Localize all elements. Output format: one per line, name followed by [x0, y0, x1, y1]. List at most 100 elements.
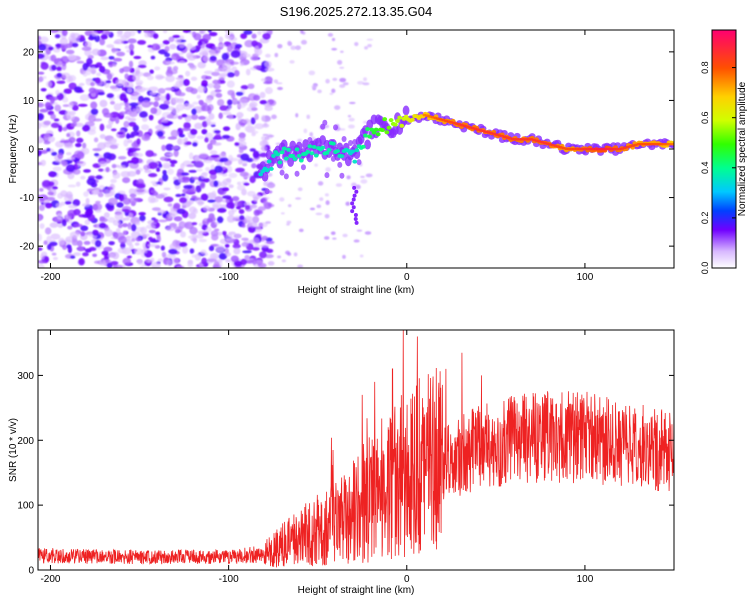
- noise-speckle: [274, 52, 279, 58]
- ridge-core: [339, 154, 345, 159]
- noise-speckle: [339, 77, 347, 83]
- noise-speckle: [211, 190, 217, 198]
- noise-speckle: [238, 148, 244, 154]
- noise-speckle: [240, 85, 249, 90]
- noise-speckle: [40, 251, 48, 257]
- noise-speckle: [277, 43, 283, 49]
- noise-speckle: [363, 77, 368, 82]
- noise-speckle: [43, 140, 51, 145]
- noise-speckle: [176, 208, 186, 215]
- noise-speckle: [99, 65, 106, 73]
- noise-speckle: [254, 259, 264, 265]
- noise-speckle: [38, 114, 43, 119]
- noise-speckle: [161, 144, 167, 152]
- noise-speckle: [173, 53, 180, 57]
- noise-speckle: [161, 116, 166, 121]
- noise-speckle: [108, 197, 118, 206]
- ridge-core: [360, 144, 366, 149]
- x-tick-label: -200: [40, 574, 60, 585]
- noise-speckle: [213, 134, 222, 140]
- noise-speckle: [206, 258, 217, 263]
- noise-speckle: [56, 72, 63, 78]
- y-tick-label: -10: [20, 193, 35, 204]
- noise-speckle: [94, 153, 100, 157]
- noise-speckle: [150, 55, 156, 60]
- noise-speckle: [73, 252, 81, 257]
- noise-speckle: [219, 157, 229, 163]
- noise-speckle: [168, 36, 175, 43]
- noise-speckle: [316, 204, 322, 209]
- noise-speckle: [39, 188, 44, 192]
- noise-speckle: [76, 161, 84, 164]
- noise-speckle: [187, 235, 197, 239]
- noise-speckle: [117, 165, 126, 169]
- noise-speckle: [183, 79, 190, 87]
- colorbar-tick-label: 0.6: [700, 111, 710, 124]
- noise-speckle: [189, 226, 198, 235]
- y-tick-label: 20: [23, 47, 35, 58]
- noise-speckle: [117, 247, 127, 254]
- noise-speckle: [181, 193, 186, 197]
- noise-speckle: [251, 247, 260, 251]
- noise-speckle: [95, 175, 103, 180]
- noise-speckle: [38, 204, 45, 211]
- noise-speckle: [235, 91, 244, 96]
- noise-speckle: [113, 57, 123, 62]
- noise-speckle: [197, 41, 203, 46]
- spectrogram-ridge-layer: [257, 105, 674, 225]
- noise-speckle: [161, 173, 169, 182]
- noise-speckle: [340, 50, 344, 53]
- noise-speckle: [167, 203, 173, 207]
- noise-speckle: [339, 128, 346, 131]
- noise-speckle: [209, 150, 218, 155]
- noise-speckle: [61, 160, 68, 167]
- noise-speckle: [126, 255, 132, 259]
- ridge-core: [350, 149, 356, 154]
- noise-speckle: [192, 142, 198, 147]
- noise-speckle: [128, 60, 134, 68]
- noise-speckle: [163, 187, 171, 191]
- noise-speckle: [347, 124, 355, 129]
- noise-speckle: [119, 68, 125, 74]
- noise-speckle: [175, 193, 182, 198]
- noise-speckle: [110, 178, 117, 184]
- noise-speckle: [97, 142, 106, 150]
- y-tick-label: -20: [20, 242, 35, 253]
- noise-speckle: [186, 164, 196, 168]
- noise-speckle: [166, 114, 174, 119]
- noise-speckle: [189, 128, 198, 136]
- noise-speckle: [264, 115, 270, 120]
- noise-speckle: [342, 233, 348, 238]
- noise-speckle: [161, 251, 167, 258]
- noise-speckle: [241, 237, 249, 241]
- noise-speckle: [165, 152, 174, 157]
- noise-speckle: [135, 66, 141, 74]
- noise-speckle: [68, 74, 77, 82]
- noise-speckle: [324, 236, 330, 240]
- ridge-core: [281, 146, 287, 151]
- noise-speckle: [112, 231, 117, 237]
- noise-speckle: [225, 177, 232, 183]
- x-tick-label: 100: [577, 272, 594, 283]
- noise-speckle: [101, 250, 109, 256]
- ridge-core: [392, 122, 398, 127]
- noise-speckle: [255, 210, 263, 215]
- noise-speckle: [140, 226, 148, 235]
- noise-speckle: [235, 122, 241, 131]
- snr-background: [38, 330, 674, 570]
- noise-speckle: [76, 130, 81, 137]
- noise-speckle: [98, 168, 104, 172]
- noise-speckle: [201, 257, 208, 265]
- ridge-halo: [279, 169, 285, 176]
- noise-speckle: [174, 229, 181, 234]
- noise-speckle: [38, 35, 42, 41]
- noise-speckle: [222, 134, 231, 139]
- noise-speckle: [42, 76, 47, 79]
- noise-speckle: [218, 73, 228, 77]
- noise-speckle: [210, 154, 220, 158]
- noise-speckle: [239, 215, 245, 221]
- noise-speckle: [236, 184, 246, 191]
- noise-speckle: [136, 138, 141, 145]
- noise-speckle: [200, 249, 207, 255]
